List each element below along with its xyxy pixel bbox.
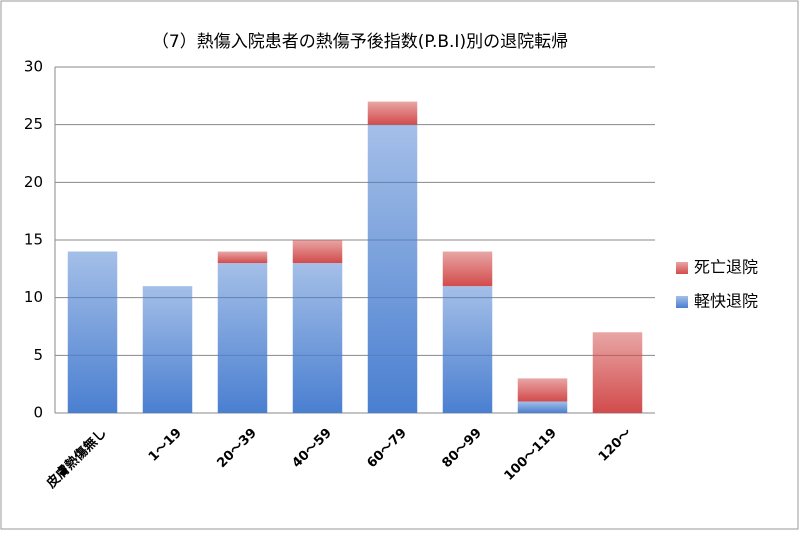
bar-segment [367,124,418,414]
legend-swatch [676,262,688,274]
bar-segment [517,378,568,402]
y-tick-label: 15 [24,231,43,249]
bar-segment [292,240,343,264]
bar-segment [442,251,493,287]
y-tick-label: 25 [24,115,43,133]
y-tick-label: 0 [33,404,43,422]
y-tick-label: 20 [24,173,43,191]
bar-segment [142,286,193,413]
y-tick-label: 5 [33,346,43,364]
bar-segment [367,101,418,125]
bar-segment [517,401,568,413]
chart-title: （7）熱傷入院患者の熱傷予後指数(P.B.I)別の退院転帰 [152,32,568,52]
legend-swatch [676,296,688,308]
legend-label: 死亡退院 [694,258,758,277]
y-tick-label: 10 [24,288,43,306]
bar-segment [217,251,268,264]
bar-segment [292,263,343,413]
legend-label: 軽快退院 [694,292,758,311]
bar-segment [217,263,268,413]
bar-segment [592,332,643,413]
bar-segment [442,286,493,413]
y-tick-label: 30 [24,58,43,76]
bar-segment [67,251,118,413]
